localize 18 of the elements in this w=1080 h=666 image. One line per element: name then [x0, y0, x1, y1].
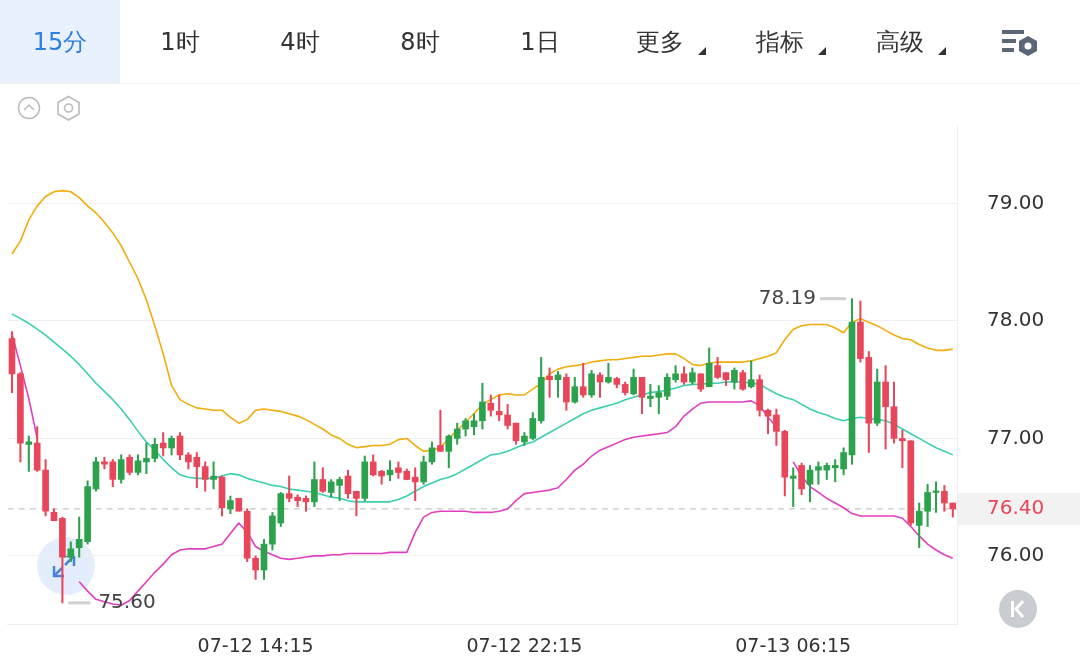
- text: 1时: [160, 26, 200, 58]
- text: 高级: [876, 26, 924, 58]
- y-tick-label: 78.00: [987, 307, 1045, 332]
- text: 更多: [636, 26, 684, 58]
- y-tick-label: 77.00: [987, 424, 1045, 449]
- text: 1日: [520, 26, 560, 58]
- text: 15分: [32, 26, 88, 58]
- candlestick: [235, 498, 243, 512]
- text: 指标: [756, 26, 804, 58]
- x-tick-label: 07-12 22:15: [466, 634, 583, 657]
- text: 4时: [280, 26, 320, 58]
- y-tick-label: 76.00: [987, 542, 1045, 567]
- x-tick-label: 07-12 14:15: [197, 634, 314, 657]
- annotation: 78.19: [758, 284, 816, 309]
- y-tick-label: 79.00: [987, 189, 1045, 214]
- text: 8时: [400, 26, 440, 58]
- ref-line-label: 76.40: [987, 495, 1045, 520]
- x-tick-label: 07-13 06:15: [735, 634, 852, 657]
